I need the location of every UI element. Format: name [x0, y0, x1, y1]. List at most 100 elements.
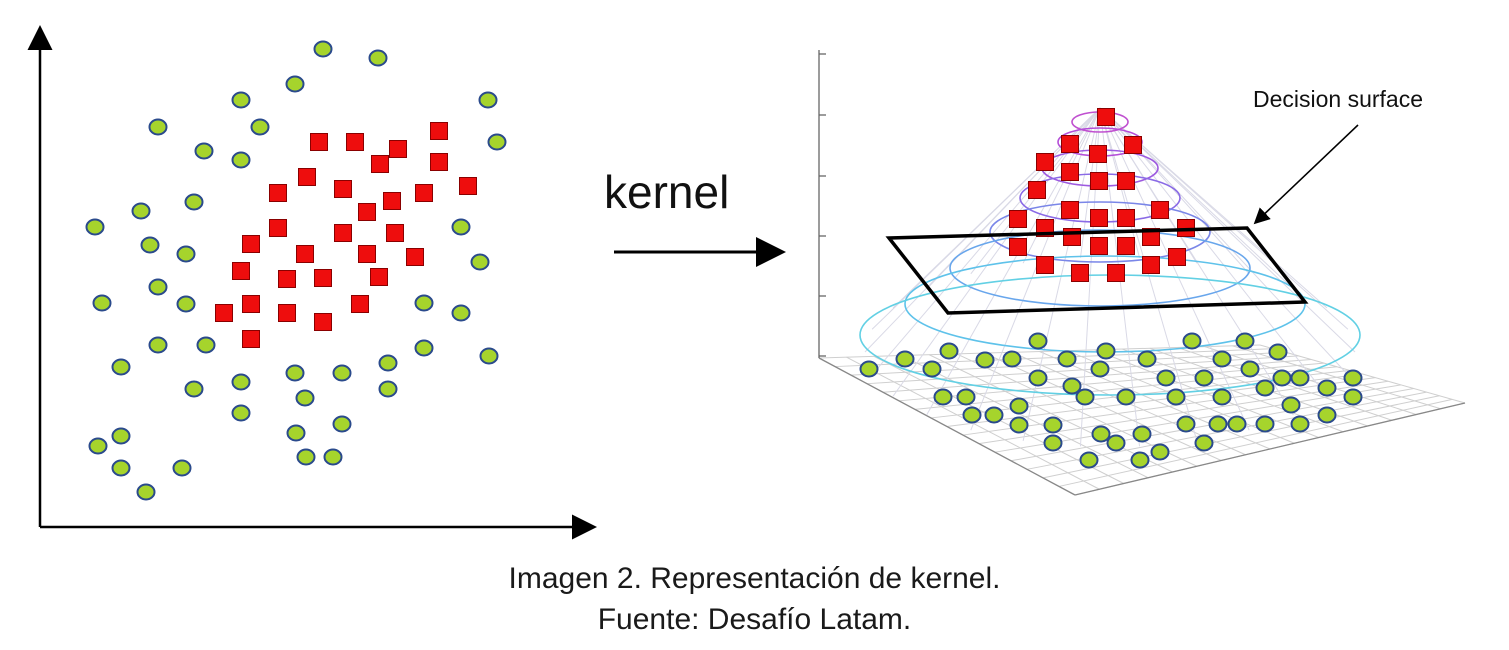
green-circle-icon: [1268, 343, 1288, 361]
green-circle-icon: [1132, 425, 1152, 443]
green-circle-icon: [1176, 415, 1196, 433]
green-circle-icon: [1281, 396, 1301, 414]
green-circle-icon: [231, 373, 251, 391]
green-circle-icon: [487, 133, 507, 151]
red-square-icon: [334, 224, 352, 242]
green-circle-icon: [962, 406, 982, 424]
green-circle-icon: [1090, 360, 1110, 378]
green-circle-icon: [1166, 388, 1186, 406]
red-square-icon: [1168, 248, 1186, 266]
green-circle-icon: [231, 151, 251, 169]
green-circle-icon: [1043, 434, 1063, 452]
red-square-icon: [1090, 172, 1108, 190]
red-square-icon: [358, 203, 376, 221]
red-square-icon: [1142, 228, 1160, 246]
green-circle-icon: [1255, 415, 1275, 433]
green-circle-icon: [92, 294, 112, 312]
green-circle-icon: [313, 40, 333, 58]
red-square-icon: [1036, 153, 1054, 171]
green-circle-icon: [451, 218, 471, 236]
red-square-icon: [1124, 136, 1142, 154]
green-circle-icon: [85, 218, 105, 236]
green-circle-icon: [148, 118, 168, 136]
green-circle-icon: [378, 380, 398, 398]
green-circle-icon: [285, 75, 305, 93]
red-square-icon: [278, 270, 296, 288]
green-circle-icon: [1009, 397, 1029, 415]
green-circle-icon: [111, 427, 131, 445]
red-square-icon: [1097, 108, 1115, 126]
green-circle-icon: [131, 202, 151, 220]
red-square-icon: [242, 235, 260, 253]
red-square-icon: [1090, 209, 1108, 227]
green-circle-icon: [250, 118, 270, 136]
green-circle-icon: [1091, 425, 1111, 443]
green-circle-icon: [1062, 377, 1082, 395]
left-squares: [215, 122, 477, 348]
red-square-icon: [1117, 209, 1135, 227]
green-circle-icon: [895, 350, 915, 368]
green-circle-icon: [184, 380, 204, 398]
kernel-figure: kernel Decision surface: [27, 25, 1466, 540]
green-circle-icon: [451, 304, 471, 322]
red-square-icon: [1009, 210, 1027, 228]
green-circle-icon: [414, 294, 434, 312]
red-square-icon: [1036, 256, 1054, 274]
green-circle-icon: [332, 364, 352, 382]
green-circle-icon: [1075, 388, 1095, 406]
green-circle-icon: [1343, 388, 1363, 406]
red-square-icon: [1061, 163, 1079, 181]
green-circle-icon: [184, 193, 204, 211]
green-circle-icon: [176, 245, 196, 263]
green-circle-icon: [231, 404, 251, 422]
red-square-icon: [389, 140, 407, 158]
red-square-icon: [459, 177, 477, 195]
green-circle-icon: [1240, 360, 1260, 378]
green-circle-icon: [136, 483, 156, 501]
green-circle-icon: [1194, 369, 1214, 387]
red-square-icon: [296, 245, 314, 263]
green-circle-icon: [1227, 415, 1247, 433]
green-circle-icon: [1156, 369, 1176, 387]
decision-plane: [885, 226, 1309, 315]
green-circle-icon: [323, 448, 343, 466]
green-circle-icon: [1290, 369, 1310, 387]
red-square-icon: [430, 153, 448, 171]
green-circle-icon: [1028, 369, 1048, 387]
left-circles: [85, 40, 507, 501]
red-square-icon: [406, 248, 424, 266]
red-square-icon: [1151, 201, 1169, 219]
caption: Imagen 2. Representación de kernel. Fuen…: [0, 558, 1509, 640]
green-circle-icon: [285, 364, 305, 382]
green-circle-icon: [1002, 350, 1022, 368]
green-circle-icon: [1208, 415, 1228, 433]
right-plot: Decision surface: [818, 50, 1466, 496]
red-square-icon: [1107, 264, 1125, 282]
green-circle-icon: [196, 336, 216, 354]
red-square-icon: [1028, 181, 1046, 199]
green-circle-icon: [933, 388, 953, 406]
green-circle-icon: [1272, 369, 1292, 387]
red-square-icon: [298, 168, 316, 186]
green-circle-icon: [1028, 332, 1048, 350]
red-square-icon: [1061, 135, 1079, 153]
red-square-icon: [215, 304, 233, 322]
green-circle-icon: [286, 424, 306, 442]
red-square-icon: [242, 295, 260, 313]
green-circle-icon: [1043, 416, 1063, 434]
red-square-icon: [415, 184, 433, 202]
green-circle-icon: [148, 278, 168, 296]
green-circle-icon: [975, 351, 995, 369]
green-circle-icon: [1194, 434, 1214, 452]
red-square-icon: [346, 133, 364, 151]
green-circle-icon: [140, 236, 160, 254]
green-circle-icon: [1212, 350, 1232, 368]
right-circles: [859, 332, 1363, 469]
red-square-icon: [314, 313, 332, 331]
green-circle-icon: [1290, 415, 1310, 433]
red-square-icon: [1117, 237, 1135, 255]
green-circle-icon: [194, 142, 214, 160]
green-circle-icon: [176, 295, 196, 313]
caption-title: Imagen 2. Representación de kernel.: [508, 562, 1001, 595]
green-circle-icon: [1317, 406, 1337, 424]
